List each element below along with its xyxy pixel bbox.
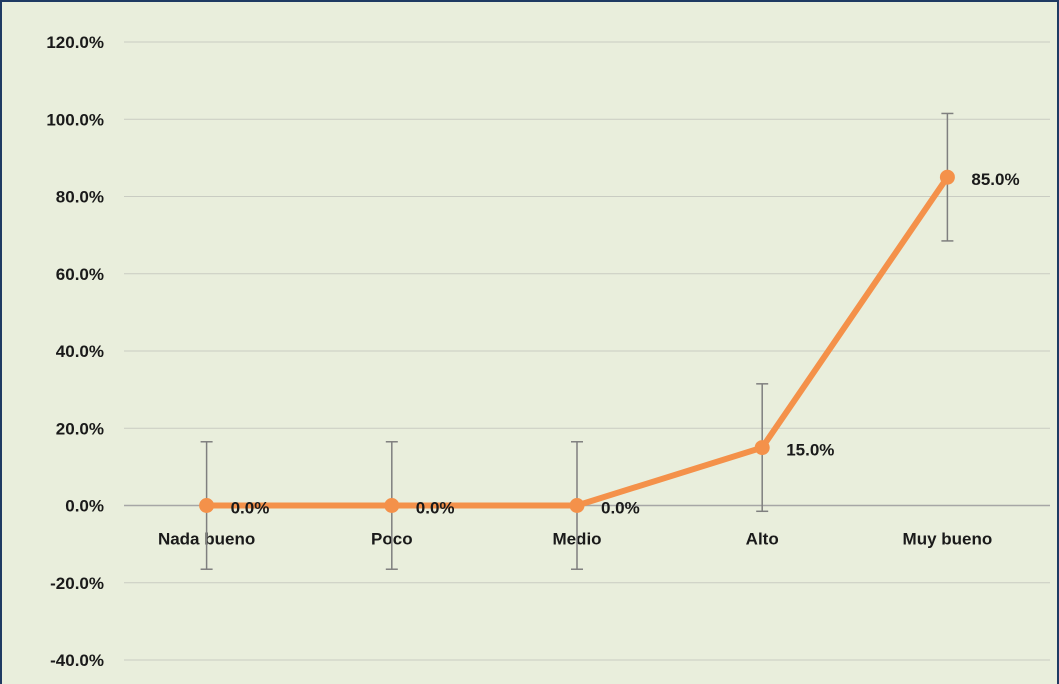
gridlines xyxy=(124,41,1050,661)
data-label: 0.0% xyxy=(231,499,270,518)
x-tick-label: Muy bueno xyxy=(903,530,993,549)
y-tick-label: 120.0% xyxy=(46,33,104,52)
y-tick-label: -20.0% xyxy=(50,574,104,593)
y-tick-label: -40.0% xyxy=(50,651,104,670)
data-label: 0.0% xyxy=(601,499,640,518)
y-tick-label: 60.0% xyxy=(56,265,104,284)
x-tick-label: Alto xyxy=(746,530,779,549)
data-point xyxy=(754,440,770,456)
y-tick-label: 0.0% xyxy=(65,497,104,516)
y-tick-label: 100.0% xyxy=(46,110,104,129)
x-axis-tick-labels: Nada bueno Poco Medio Alto Muy bueno xyxy=(158,530,992,549)
y-axis-tick-labels: 120.0% 100.0% 80.0% 60.0% 40.0% 20.0% 0.0% -20.… xyxy=(46,33,104,670)
data-label: 15.0% xyxy=(786,441,834,460)
data-label: 0.0% xyxy=(416,499,455,518)
data-point xyxy=(199,498,215,513)
data-point xyxy=(939,169,955,185)
data-label: 85.0% xyxy=(971,170,1019,189)
data-point xyxy=(384,498,400,513)
y-tick-label: 80.0% xyxy=(56,188,104,207)
data-points xyxy=(199,169,955,513)
data-point xyxy=(569,498,585,513)
y-tick-label: 20.0% xyxy=(56,419,104,438)
data-labels: 0.0% 0.0% 0.0% 15.0% 85.0% xyxy=(231,170,1020,517)
y-tick-label: 40.0% xyxy=(56,342,104,361)
